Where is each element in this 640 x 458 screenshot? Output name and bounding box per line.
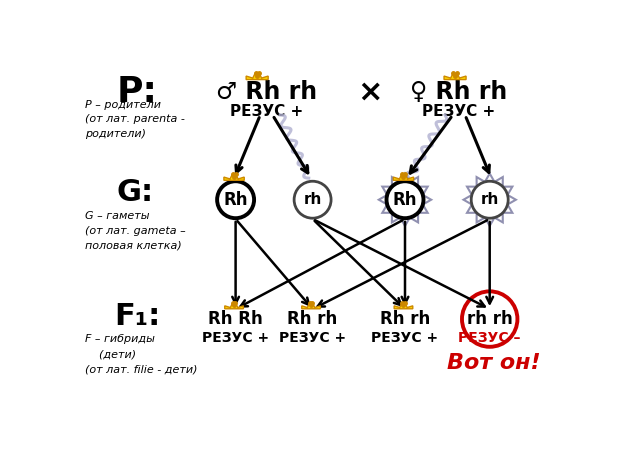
Polygon shape — [225, 303, 243, 309]
Text: РЕЗУС +: РЕЗУС + — [202, 331, 269, 345]
Text: rh: rh — [303, 192, 322, 207]
Text: Вот он!: Вот он! — [447, 353, 540, 373]
Circle shape — [387, 181, 424, 218]
Text: Rh rh: Rh rh — [380, 310, 430, 328]
Circle shape — [294, 181, 331, 218]
Circle shape — [462, 291, 517, 347]
Text: G – гаметы
(от лат. gameta –
половая клетка): G – гаметы (от лат. gameta – половая кле… — [84, 211, 186, 251]
Circle shape — [471, 181, 508, 218]
Text: Rh Rh: Rh Rh — [208, 310, 263, 328]
Text: F₁:: F₁: — [115, 302, 161, 331]
Text: Rh: Rh — [223, 191, 248, 209]
Circle shape — [217, 181, 254, 218]
Text: P – родители
(от лат. parenta -
родители): P – родители (от лат. parenta - родители… — [84, 100, 184, 139]
Text: Rh rh: Rh rh — [287, 310, 338, 328]
Polygon shape — [394, 174, 413, 180]
Text: F – гибриды
    (дети)
(от лат. filie - дети): F – гибриды (дети) (от лат. filie - дети… — [84, 334, 197, 374]
Text: РЕЗУС +: РЕЗУС + — [230, 104, 303, 120]
Text: Rh: Rh — [393, 191, 417, 209]
Text: rh rh: rh rh — [467, 310, 513, 328]
Polygon shape — [246, 72, 268, 80]
Text: ×: × — [358, 77, 383, 106]
Text: ♀ Rh rh: ♀ Rh rh — [410, 80, 508, 104]
Polygon shape — [379, 174, 431, 226]
Text: РЕЗУС –: РЕЗУС – — [458, 331, 521, 345]
Text: РЕЗУС +: РЕЗУС + — [422, 104, 495, 120]
Polygon shape — [444, 72, 466, 80]
Text: rh: rh — [481, 192, 499, 207]
Text: G:: G: — [116, 178, 154, 207]
Text: ♂ Rh rh: ♂ Rh rh — [216, 80, 317, 104]
Text: РЕЗУС +: РЕЗУС + — [279, 331, 346, 345]
Polygon shape — [301, 303, 321, 309]
Polygon shape — [394, 303, 413, 309]
Polygon shape — [224, 174, 244, 180]
Text: P:: P: — [116, 75, 157, 109]
Polygon shape — [463, 174, 516, 226]
Text: РЕЗУС +: РЕЗУС + — [371, 331, 438, 345]
